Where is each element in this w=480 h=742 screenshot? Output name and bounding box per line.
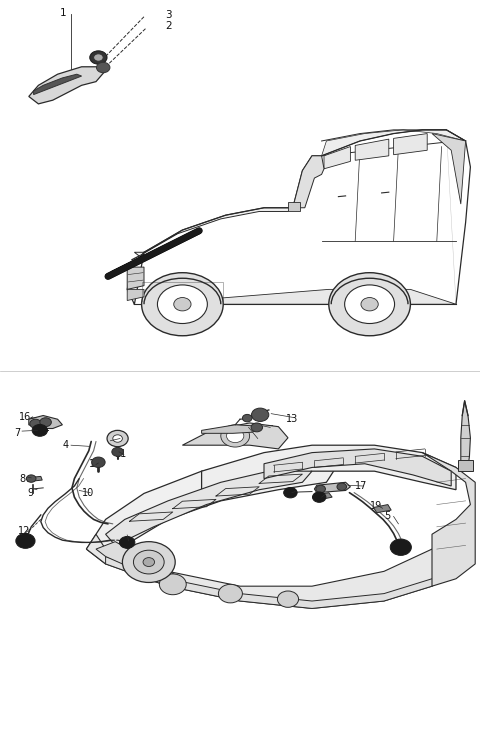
Polygon shape [127,289,144,301]
Circle shape [26,475,36,482]
Circle shape [329,272,410,336]
Text: 17: 17 [355,481,368,491]
Circle shape [112,447,123,456]
Polygon shape [422,453,475,586]
Polygon shape [96,542,182,586]
Polygon shape [134,208,293,256]
Circle shape [133,550,164,574]
Text: 19: 19 [370,502,382,511]
Circle shape [94,53,103,62]
Circle shape [361,298,378,311]
Text: 13: 13 [286,414,298,424]
Polygon shape [106,471,312,545]
Polygon shape [324,147,350,168]
Polygon shape [314,493,332,500]
Circle shape [120,536,135,548]
Text: 12: 12 [118,530,130,540]
Circle shape [92,457,105,467]
Text: 7: 7 [287,487,293,498]
Polygon shape [458,460,473,471]
Polygon shape [202,424,259,433]
Polygon shape [86,534,456,608]
Polygon shape [127,267,144,289]
Polygon shape [29,67,106,104]
Circle shape [277,591,299,607]
Polygon shape [144,289,456,304]
Polygon shape [264,449,451,486]
Polygon shape [106,556,456,608]
Circle shape [227,429,244,442]
Polygon shape [373,505,391,513]
Polygon shape [26,476,42,482]
Circle shape [316,485,325,493]
Circle shape [345,285,395,324]
Polygon shape [182,423,288,449]
Circle shape [113,435,122,442]
Circle shape [221,424,250,447]
Polygon shape [355,139,389,160]
Circle shape [90,50,107,64]
Polygon shape [432,134,466,204]
Circle shape [30,419,41,428]
Circle shape [218,585,242,603]
Polygon shape [288,202,300,211]
Circle shape [122,542,175,582]
Circle shape [242,414,252,421]
Circle shape [32,424,48,436]
Text: 20: 20 [113,436,125,446]
Circle shape [159,574,186,595]
Circle shape [157,285,207,324]
Polygon shape [461,401,470,467]
Text: 9: 9 [28,487,34,498]
Polygon shape [86,460,336,564]
Circle shape [252,408,269,421]
Circle shape [143,558,155,567]
Text: 7: 7 [14,428,21,439]
Circle shape [142,272,223,336]
Text: 1: 1 [60,8,67,18]
Text: 5: 5 [384,511,390,522]
Text: 14: 14 [250,435,262,444]
Circle shape [284,487,297,498]
Polygon shape [314,482,350,493]
Circle shape [96,62,110,73]
Text: 18: 18 [89,459,101,470]
Polygon shape [34,74,82,94]
Text: 4: 4 [62,440,69,450]
Polygon shape [29,416,62,428]
Circle shape [107,430,128,447]
Text: 16: 16 [19,413,32,422]
Text: 15: 15 [263,425,276,436]
Circle shape [174,298,191,311]
Text: 11: 11 [115,450,128,459]
Circle shape [390,539,411,555]
Text: 10: 10 [82,487,94,498]
Text: 6: 6 [317,491,323,502]
Text: 3: 3 [166,10,172,20]
Circle shape [312,492,326,502]
Polygon shape [394,134,427,154]
Text: 2: 2 [166,21,172,31]
Circle shape [337,483,347,490]
Text: 8: 8 [19,473,25,484]
Text: 12: 12 [18,525,31,536]
Polygon shape [322,130,466,156]
Polygon shape [202,445,456,493]
Circle shape [16,533,35,548]
Polygon shape [293,156,324,208]
Circle shape [251,423,263,432]
Circle shape [40,418,51,427]
